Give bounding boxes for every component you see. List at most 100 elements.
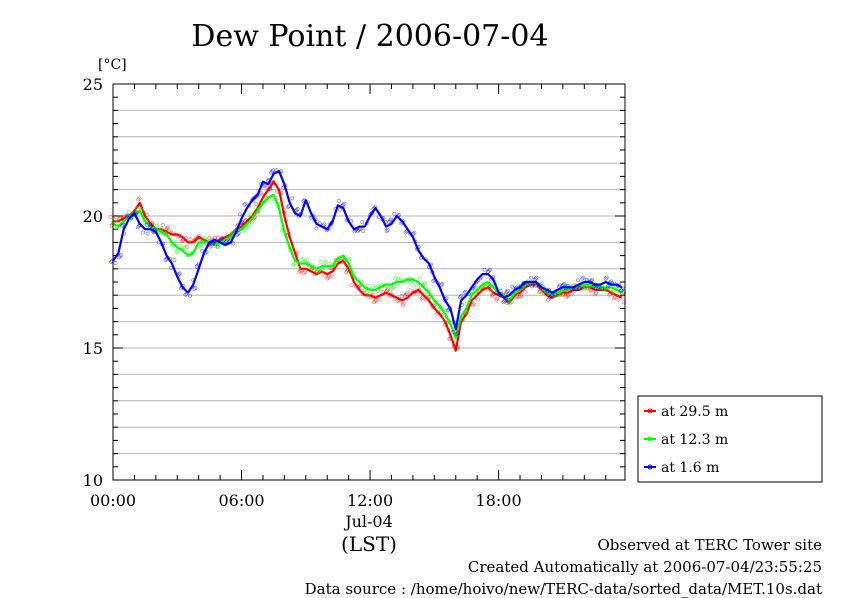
data-point-marker	[442, 316, 446, 320]
y-axis-unit-label: [°C]	[98, 57, 127, 73]
footer-created: Created Automatically at 2006-07-04/23:5…	[467, 558, 822, 576]
data-point-marker	[244, 226, 249, 231]
data-point-marker	[587, 287, 592, 291]
data-point-marker	[609, 279, 613, 284]
legend-marker	[647, 436, 653, 442]
data-point-marker	[144, 222, 149, 227]
data-point-marker	[337, 199, 341, 203]
data-point-marker	[422, 282, 427, 286]
data-point-marker	[179, 239, 184, 244]
data-point-marker	[175, 249, 180, 253]
data-point-marker	[387, 219, 391, 224]
data-point-marker	[517, 295, 522, 299]
data-point-marker	[301, 257, 305, 262]
data-point-marker	[417, 275, 422, 280]
series-line	[112, 170, 623, 331]
data-point-marker	[197, 244, 202, 249]
data-point-marker	[315, 270, 320, 275]
data-point-marker	[604, 275, 609, 280]
data-point-marker	[246, 224, 251, 229]
data-point-marker	[486, 268, 491, 273]
data-point-marker	[356, 227, 361, 232]
data-point-marker	[591, 284, 596, 289]
data-point-marker	[154, 223, 159, 228]
data-point-marker	[326, 275, 331, 280]
data-point-marker	[296, 266, 301, 270]
data-point-marker	[365, 283, 370, 288]
data-point-marker	[459, 294, 464, 298]
data-point-marker	[137, 196, 142, 201]
data-point-marker	[136, 197, 141, 202]
data-point-marker	[590, 277, 595, 282]
series-line	[113, 180, 623, 352]
data-point-marker	[529, 275, 534, 280]
data-point-marker	[198, 243, 203, 248]
data-point-marker	[595, 286, 600, 290]
data-point-marker	[210, 242, 215, 247]
data-point-marker	[124, 214, 129, 219]
data-point-marker	[620, 287, 625, 292]
data-point-marker	[487, 267, 492, 272]
data-point-marker	[405, 291, 409, 296]
data-point-marker	[549, 293, 554, 298]
data-point-marker	[530, 284, 535, 289]
data-point-marker	[155, 222, 160, 227]
data-point-marker	[371, 283, 375, 288]
data-point-marker	[522, 289, 527, 294]
data-point-marker	[373, 299, 377, 304]
legend-box	[637, 395, 823, 483]
data-point-marker	[377, 297, 382, 302]
x-axis-label: (LST)	[341, 532, 397, 556]
data-point-marker	[507, 301, 512, 306]
data-point-marker	[393, 276, 398, 281]
data-point-marker	[537, 290, 542, 295]
data-point-marker	[160, 222, 165, 227]
legend-marker	[647, 464, 653, 470]
data-point-marker	[327, 262, 332, 266]
data-point-marker	[172, 258, 177, 263]
data-point-marker	[200, 248, 204, 253]
data-point-marker	[466, 309, 471, 314]
data-point-marker	[219, 237, 224, 242]
data-point-marker	[548, 295, 553, 299]
data-point-marker	[207, 236, 212, 240]
data-point-marker	[318, 259, 323, 264]
series-2	[109, 168, 626, 336]
data-point-marker	[508, 300, 513, 305]
data-point-marker	[488, 289, 493, 294]
data-point-marker	[135, 225, 140, 230]
data-point-marker	[404, 292, 408, 297]
data-point-marker	[259, 191, 264, 196]
y-tick-label: 20	[83, 207, 103, 226]
data-point-marker	[294, 208, 299, 212]
data-point-marker	[562, 282, 567, 286]
data-point-marker	[241, 229, 245, 234]
data-point-marker	[163, 258, 168, 262]
data-point-marker	[412, 230, 417, 235]
data-point-marker	[569, 292, 574, 297]
data-point-marker	[510, 284, 515, 289]
data-point-marker	[494, 297, 499, 302]
data-point-marker	[295, 207, 300, 211]
data-point-marker	[344, 270, 349, 275]
data-point-marker	[461, 317, 466, 322]
x-tick-label: 00:00	[90, 491, 136, 510]
series-layer	[108, 168, 627, 352]
data-point-marker	[182, 246, 187, 251]
data-point-marker	[622, 290, 627, 295]
data-point-marker	[116, 255, 121, 260]
data-point-marker	[398, 276, 403, 281]
data-point-marker	[247, 213, 252, 218]
data-point-marker	[216, 235, 221, 240]
data-point-marker	[451, 329, 456, 334]
y-tick-label: 15	[83, 339, 103, 358]
data-point-marker	[325, 276, 330, 281]
data-point-marker	[619, 288, 624, 293]
data-point-marker	[458, 295, 463, 300]
data-point-marker	[206, 237, 211, 242]
data-point-marker	[170, 243, 174, 248]
data-point-marker	[576, 278, 580, 283]
data-point-marker	[603, 276, 608, 281]
data-point-marker	[420, 295, 425, 300]
data-point-marker	[242, 228, 246, 233]
